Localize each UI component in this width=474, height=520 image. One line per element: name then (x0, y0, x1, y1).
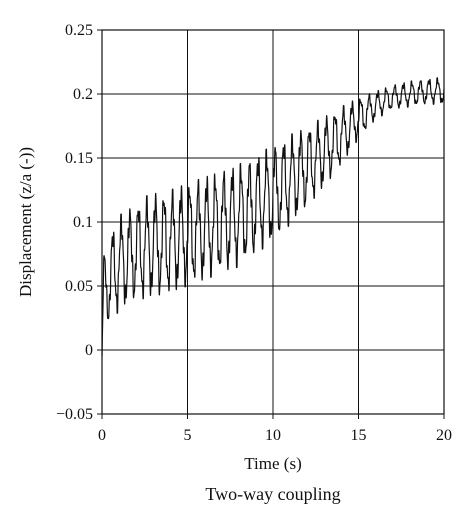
y-tick-label: 0 (85, 342, 93, 359)
plot-area (101, 77, 445, 357)
x-tick-label: 5 (184, 427, 192, 444)
chart-caption: Two-way coupling (205, 484, 340, 504)
x-tick-label: 20 (436, 427, 452, 444)
y-tick-label: 0.1 (73, 214, 93, 231)
x-axis-title: Time (s) (244, 454, 301, 473)
displacement-series-line (101, 77, 445, 357)
x-tick-label: 0 (98, 427, 106, 444)
y-tick-label: 0.15 (65, 150, 93, 167)
x-axis: 0 5 10 15 20 (98, 414, 452, 444)
y-tick-label: 0.25 (65, 22, 93, 39)
x-tick-label: 15 (351, 427, 367, 444)
y-tick-label: 0.05 (65, 278, 93, 295)
y-axis: 0.25 0.2 0.15 0.1 0.05 0 −0.05 (56, 22, 102, 423)
y-tick-label: 0.2 (73, 86, 93, 103)
y-tick-label: −0.05 (56, 406, 93, 423)
y-axis-title: Displacement (z/a (-)) (16, 147, 35, 297)
x-tick-label: 10 (265, 427, 281, 444)
